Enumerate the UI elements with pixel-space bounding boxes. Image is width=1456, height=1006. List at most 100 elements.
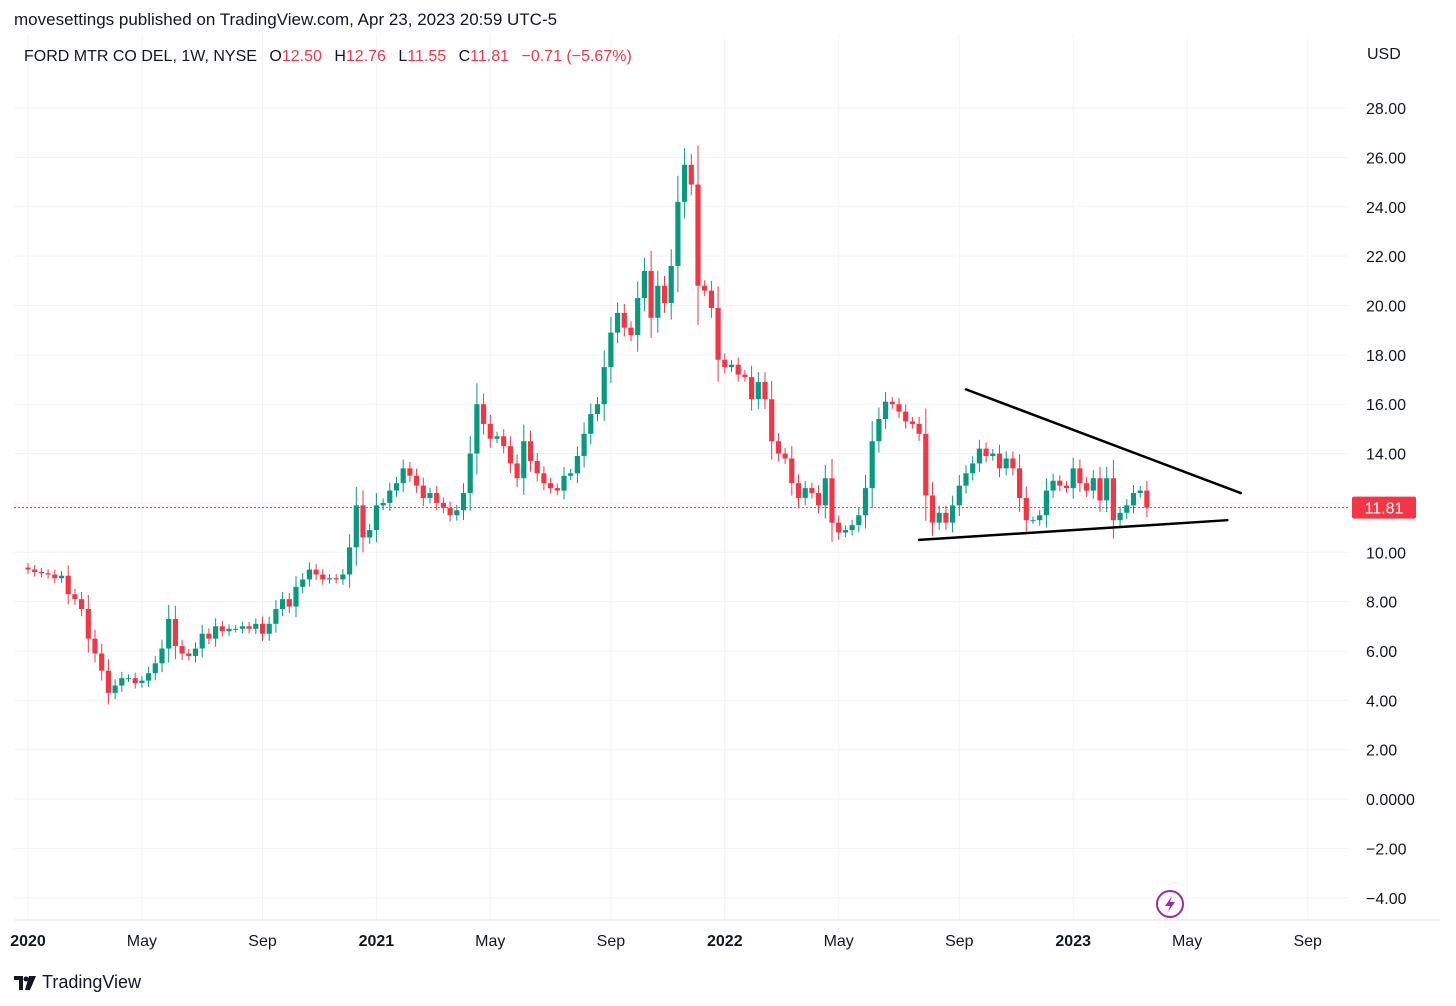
candle	[440, 497, 446, 514]
candle	[896, 397, 902, 418]
candle	[688, 154, 694, 196]
candle	[1037, 509, 1043, 526]
candle	[360, 490, 366, 553]
candle	[668, 249, 674, 320]
candle	[722, 353, 728, 374]
candle	[708, 280, 714, 318]
candle	[1124, 499, 1130, 520]
candle-body	[72, 594, 78, 600]
candle	[219, 620, 225, 637]
candle	[548, 477, 554, 494]
candle-body	[950, 505, 956, 523]
y-tick-label: 18.00	[1366, 348, 1406, 365]
candle-body	[655, 285, 661, 318]
symbol-legend[interactable]: FORD MTR CO DEL, 1W, NYSE O12.50 H12.76 …	[24, 48, 640, 66]
x-axis[interactable]: 2020 May Sep 2021 May Sep 2022 May Sep 2023 May Sep	[10, 933, 1322, 950]
candle	[400, 459, 406, 493]
y-axis[interactable]: 28.00 26.00 24.00 22.00 20.00 18.00 16.00 14.00…	[1366, 101, 1415, 908]
candle	[1023, 486, 1029, 532]
candle-body	[923, 433, 929, 496]
candlestick-chart[interactable]: 28.00 26.00 24.00 22.00 20.00 18.00 16.00 14.00…	[0, 34, 1456, 974]
candle-body	[514, 463, 520, 479]
currency-label: USD	[1367, 46, 1401, 63]
candle-body	[829, 478, 835, 523]
candle	[467, 436, 473, 511]
candle-body	[1070, 468, 1076, 489]
y-tick-label: 2.00	[1366, 743, 1397, 760]
candle	[320, 569, 326, 585]
candle	[112, 679, 118, 700]
candle-body	[420, 485, 426, 498]
candle	[534, 452, 540, 482]
candle-body	[641, 270, 647, 299]
candle	[393, 476, 400, 497]
candle	[909, 416, 915, 429]
candle-body	[373, 505, 379, 531]
x-tick-label: May	[1172, 933, 1202, 950]
candle	[1050, 473, 1056, 498]
upper-resistance-trendline[interactable]	[964, 388, 1242, 495]
candle	[206, 628, 212, 645]
x-tick-label: Sep	[1293, 933, 1322, 950]
candle	[876, 407, 882, 453]
candle	[728, 360, 735, 372]
candle-body	[440, 502, 446, 508]
candle	[655, 270, 661, 333]
y-tick-label: 16.00	[1366, 397, 1406, 414]
candle	[789, 446, 795, 496]
candle	[259, 616, 266, 641]
candle	[983, 442, 989, 463]
candle	[514, 454, 520, 488]
candle	[963, 465, 969, 494]
candle-body	[460, 493, 467, 511]
candle	[702, 280, 708, 297]
candle	[829, 458, 835, 542]
candle-body	[534, 460, 540, 474]
candle	[501, 429, 507, 454]
candle	[621, 303, 627, 337]
candle-body	[842, 530, 848, 533]
candle	[970, 456, 976, 481]
candle	[226, 624, 232, 636]
candle	[1010, 451, 1016, 476]
close-value: 11.81	[470, 48, 510, 65]
y-tick-label: 26.00	[1366, 150, 1406, 167]
candle	[869, 421, 875, 509]
candle-body	[795, 483, 802, 498]
candle-body	[822, 478, 828, 506]
candle-body	[447, 507, 453, 516]
candle-body	[320, 574, 326, 580]
candle-body	[1037, 515, 1043, 521]
candle	[594, 397, 601, 422]
lower-support-trendline[interactable]	[917, 518, 1229, 542]
candle-body	[816, 493, 822, 506]
candle-body	[125, 678, 132, 680]
candle-body	[561, 475, 567, 491]
tradingview-logo-text: TradingView	[42, 972, 142, 992]
tradingview-logo[interactable]: TradingView	[14, 972, 141, 993]
last-price-tag: 11.81	[1352, 496, 1416, 519]
candle	[1097, 466, 1103, 512]
candle-body	[1137, 490, 1143, 494]
candle-body	[956, 485, 962, 506]
candle-body	[367, 530, 373, 538]
candle	[561, 466, 567, 500]
lightning-icon[interactable]	[1156, 890, 1184, 918]
candle-body	[92, 638, 98, 654]
trendlines-group[interactable]	[917, 388, 1242, 542]
x-tick-label: May	[824, 933, 854, 950]
candle-body	[1077, 468, 1083, 484]
candle	[608, 316, 614, 383]
candle	[574, 446, 580, 484]
candle	[414, 468, 420, 493]
candle-body	[594, 404, 601, 415]
x-tick-label: May	[475, 933, 505, 950]
candle	[648, 250, 654, 338]
candle-body	[1117, 512, 1123, 521]
candle-body	[548, 483, 554, 489]
candle-body	[253, 623, 259, 629]
candles-group	[25, 145, 1150, 705]
candle-body	[722, 359, 728, 368]
candle-body	[333, 578, 339, 580]
candle-body	[929, 495, 936, 523]
